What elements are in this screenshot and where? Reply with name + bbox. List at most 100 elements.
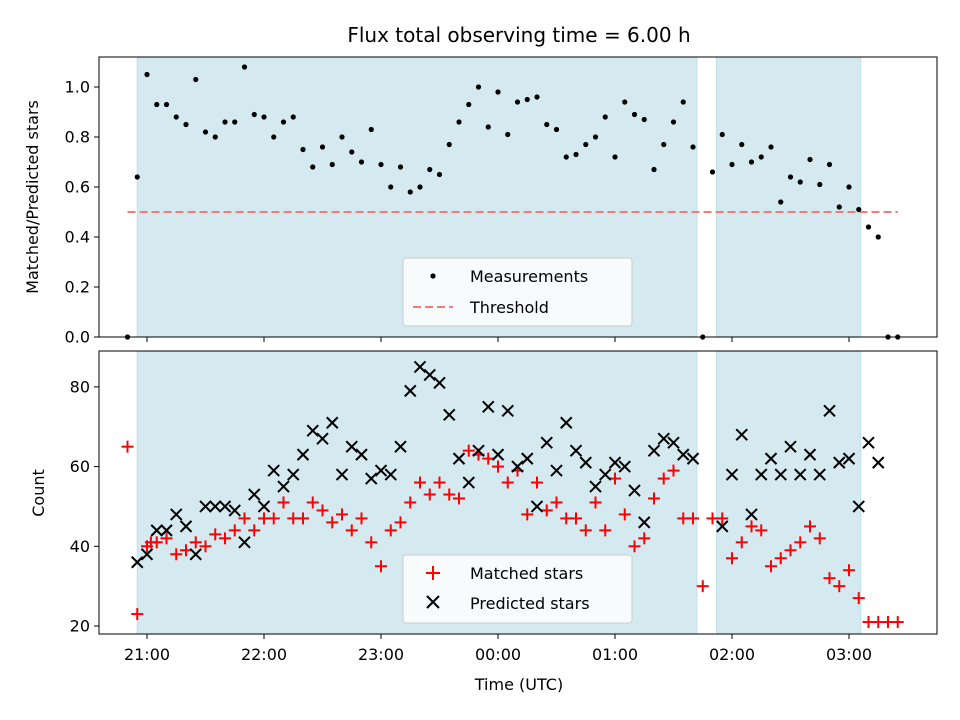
x-tick-label: 22:00 [241, 645, 287, 664]
matched-point [618, 508, 631, 521]
predicted-point [569, 444, 583, 457]
measurement-point [310, 164, 316, 170]
x-tick-label: 01:00 [592, 645, 638, 664]
matched-point [501, 476, 514, 489]
top-plot-frame [98, 56, 938, 338]
predicted-point [491, 448, 505, 461]
matched-point [365, 536, 378, 549]
measurement-point [388, 184, 394, 190]
matched-point [687, 512, 699, 525]
bottom-legend: Matched stars Predicted stars [402, 554, 633, 624]
matched-point [404, 496, 417, 509]
matched-point [833, 580, 846, 593]
predicted-point [131, 556, 144, 569]
measurement-point [534, 94, 540, 100]
predicted-point [589, 480, 602, 493]
matched-point [735, 536, 748, 549]
matched-point [570, 512, 582, 525]
predicted-point [287, 468, 300, 481]
matched-point [131, 608, 144, 621]
predicted-point [813, 468, 826, 481]
matched-point [638, 532, 651, 545]
matched-point [765, 560, 777, 573]
measurement-point [563, 154, 569, 160]
predicted-stars-series [131, 360, 885, 569]
matched-point [228, 524, 241, 537]
measurement-point [817, 181, 823, 188]
matched-point [823, 572, 836, 585]
predicted-point [833, 456, 846, 469]
measurement-point [446, 141, 452, 148]
measurement-point [778, 199, 784, 205]
predicted-point [530, 500, 544, 513]
measurement-point [739, 141, 745, 148]
measurement-point [807, 156, 813, 163]
bottom-legend-frame [402, 554, 633, 624]
predicted-point [189, 548, 202, 561]
matched-point [648, 492, 660, 505]
matched-point [540, 504, 553, 517]
legend-marker-matched [426, 566, 440, 580]
predicted-point [842, 452, 856, 465]
measurement-point [261, 114, 267, 120]
measurement-point [173, 114, 179, 120]
measurement-point [134, 174, 140, 180]
predicted-point [482, 400, 495, 414]
predicted-point [764, 452, 778, 465]
measurement-point [397, 164, 404, 170]
matched-stars-series [121, 440, 904, 629]
measurement-point [602, 114, 608, 120]
predicted-point [257, 500, 271, 513]
matched-point [433, 476, 446, 489]
matched-point [462, 444, 475, 457]
predicted-point [335, 468, 349, 481]
measurement-point [212, 134, 218, 140]
matched-point [657, 472, 670, 485]
legend-label-measurements: Measurements [470, 267, 588, 286]
measurement-point [553, 126, 560, 133]
matched-point [189, 536, 202, 549]
top-y-tick-label: 0.2 [65, 278, 90, 297]
matched-point [628, 540, 641, 553]
measurement-point [232, 119, 238, 125]
predicted-point [413, 360, 427, 374]
matched-point [199, 540, 212, 553]
predicted-point [423, 368, 436, 382]
predicted-point [560, 416, 573, 429]
predicted-point [199, 500, 212, 513]
predicted-point [540, 436, 553, 449]
predicted-point [170, 508, 183, 521]
matched-point [609, 472, 621, 485]
matched-point [326, 516, 339, 529]
x-axis-label: Time (UTC) [474, 675, 563, 694]
measurement-point [768, 144, 774, 150]
matched-point [238, 512, 251, 525]
matched-point [306, 496, 319, 509]
matched-point [150, 536, 163, 549]
matched-point [550, 496, 563, 509]
matched-point [423, 488, 436, 501]
matched-point [813, 532, 826, 545]
top-legend: Measurements Threshold [402, 257, 633, 327]
measurement-point [573, 151, 579, 158]
bottom-x-ticks: 21:00 22:00 23:00 00:00 01:00 02:00 03:00 [124, 634, 872, 664]
predicted-point [716, 520, 729, 533]
measurement-point [544, 121, 550, 128]
measurement-point [202, 129, 209, 135]
predicted-point [579, 456, 592, 469]
measurement-point [651, 166, 657, 173]
matched-point [843, 564, 855, 577]
top-y-tick-label: 0.0 [65, 328, 90, 347]
predicted-point [443, 408, 456, 421]
measurement-point [826, 161, 833, 168]
measurement-point [836, 204, 842, 210]
predicted-point [638, 516, 651, 529]
matched-point [696, 580, 709, 593]
x-tick-label: 00:00 [475, 645, 521, 664]
x-tick-label: 23:00 [358, 645, 404, 664]
predicted-point [179, 520, 193, 533]
matched-point [794, 536, 807, 549]
matched-point [209, 528, 222, 541]
predicted-point [452, 452, 466, 465]
